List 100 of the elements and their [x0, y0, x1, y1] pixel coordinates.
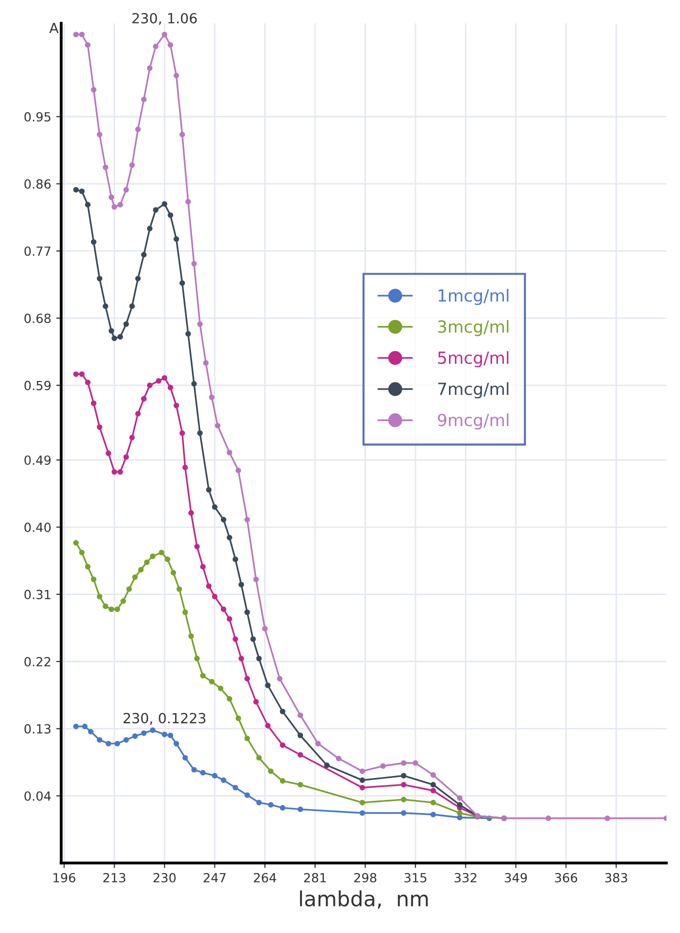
point	[168, 212, 174, 218]
point	[360, 784, 366, 790]
point	[430, 782, 436, 788]
point	[226, 616, 232, 622]
y-tick-label: 0.95	[24, 112, 50, 122]
point	[197, 430, 203, 436]
point	[123, 321, 129, 327]
point	[141, 730, 147, 736]
point	[298, 712, 304, 718]
point	[117, 202, 124, 208]
point	[102, 164, 108, 170]
y-tick-label: 0.04	[24, 791, 51, 801]
point	[212, 504, 218, 510]
point	[79, 371, 85, 377]
y-tick-label: 0.59	[24, 380, 51, 390]
point	[430, 772, 436, 778]
point	[174, 72, 180, 78]
point	[168, 384, 174, 390]
point	[156, 378, 162, 384]
point	[132, 574, 138, 580]
point	[114, 606, 120, 612]
y-tick-label: 0.13	[24, 724, 50, 734]
y-tick-label: 0.68	[24, 314, 51, 324]
point	[256, 755, 262, 761]
point	[141, 396, 147, 402]
point	[315, 740, 321, 746]
point	[132, 733, 138, 739]
point	[360, 768, 366, 774]
y-tick-label: 0.22	[24, 656, 50, 666]
point	[108, 328, 114, 334]
point	[112, 336, 118, 342]
point	[174, 740, 180, 746]
point	[73, 371, 79, 377]
point	[360, 810, 366, 816]
point	[430, 812, 436, 818]
point	[179, 132, 186, 138]
point	[200, 564, 206, 570]
legend-label: 9mcg/ml	[438, 413, 508, 430]
legend-label: 7mcg/ml	[438, 382, 508, 398]
y-axis-title: A	[49, 22, 59, 34]
point	[197, 321, 203, 327]
point	[298, 806, 304, 812]
point	[135, 126, 141, 132]
y-tick-label: 0.86	[24, 179, 51, 189]
point	[146, 382, 153, 388]
point	[360, 800, 366, 806]
point	[191, 260, 197, 266]
point	[84, 42, 91, 48]
point	[188, 510, 194, 516]
point	[96, 276, 102, 282]
point	[191, 766, 197, 773]
point	[123, 454, 129, 460]
point	[152, 44, 158, 50]
point	[280, 708, 286, 714]
point	[430, 800, 436, 806]
point	[162, 201, 168, 207]
point	[84, 202, 91, 208]
point	[179, 280, 186, 286]
x-tick-label: 315	[404, 872, 426, 882]
point	[162, 375, 168, 381]
point	[158, 550, 164, 556]
x-tick-label: 213	[103, 872, 126, 882]
x-tick-label: 366	[555, 872, 578, 882]
point	[268, 768, 274, 774]
point	[256, 800, 262, 806]
point	[185, 331, 191, 337]
point	[182, 755, 188, 761]
x-axis-title: lambda, nm	[300, 890, 428, 909]
point	[120, 598, 126, 604]
point	[226, 450, 232, 456]
point	[250, 636, 256, 642]
point	[265, 682, 271, 688]
y-tick-label: 0.77	[24, 246, 50, 256]
point	[238, 656, 244, 662]
point	[117, 469, 124, 475]
point	[144, 559, 150, 566]
point	[236, 715, 242, 721]
point	[324, 762, 330, 768]
point	[194, 656, 200, 662]
point	[244, 516, 250, 522]
point	[206, 583, 212, 589]
point	[400, 760, 406, 766]
point	[73, 540, 79, 546]
point	[182, 464, 188, 470]
point	[96, 424, 102, 430]
point	[253, 576, 259, 582]
point	[208, 678, 215, 684]
point	[226, 696, 232, 702]
point	[102, 603, 108, 610]
x-tick-label: 196	[54, 872, 76, 882]
point	[146, 65, 153, 71]
point	[456, 795, 463, 801]
annotation: 230, 0.1223	[124, 712, 206, 725]
point	[400, 772, 406, 778]
point	[212, 594, 218, 600]
point	[90, 400, 96, 406]
point	[220, 606, 226, 612]
point	[456, 814, 463, 820]
point	[170, 570, 176, 576]
point	[135, 410, 141, 416]
